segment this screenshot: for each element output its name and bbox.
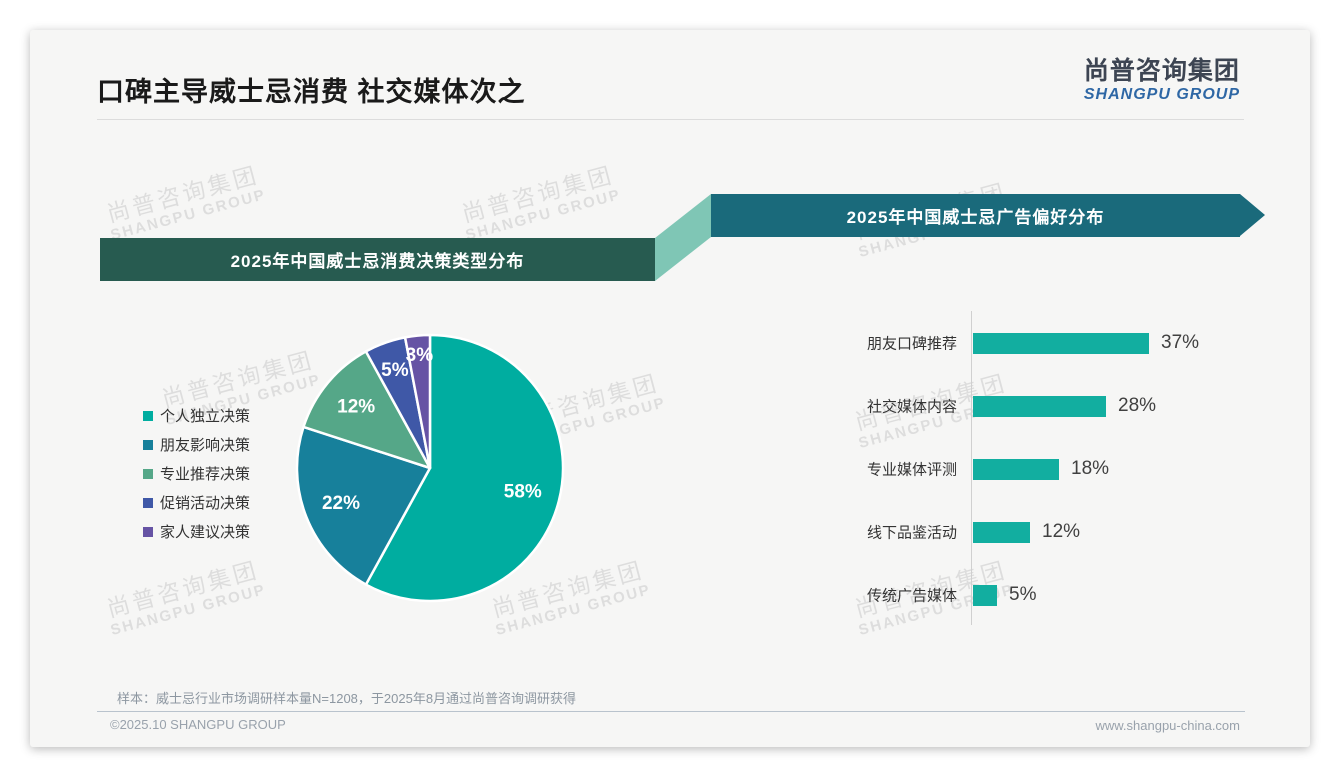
bar-category-label: 专业媒体评测 xyxy=(866,461,957,479)
legend-item: 朋友影响决策 xyxy=(143,430,250,459)
pie-data-label: 12% xyxy=(337,397,375,418)
bar-value-label: 5% xyxy=(1009,584,1037,605)
pie-data-label: 3% xyxy=(406,345,434,366)
legend-swatch xyxy=(143,526,153,537)
pie-chart: 58% 22% 12% 5%3% xyxy=(295,333,565,603)
pie-data-label: 5% xyxy=(381,360,409,381)
legend-label: 个人独立决策 xyxy=(160,408,251,425)
bar-value-label: 37% xyxy=(1161,332,1200,353)
footer-divider xyxy=(97,711,1245,712)
legend-label: 专业推荐决策 xyxy=(160,466,251,483)
legend-swatch xyxy=(143,468,153,479)
bar-rect xyxy=(973,584,997,606)
title-divider xyxy=(97,119,1244,120)
legend-label: 朋友影响决策 xyxy=(160,437,251,454)
legend-swatch xyxy=(143,410,153,421)
pie-slice-2 xyxy=(295,425,432,586)
bar-axis-line xyxy=(971,311,972,625)
legend-swatch xyxy=(143,497,153,508)
bar-value-label: 28% xyxy=(1118,395,1157,416)
bar-rect xyxy=(973,395,1106,417)
legend-label: 家人建议决策 xyxy=(160,524,251,541)
slide-card xyxy=(30,30,1310,747)
legend-item: 专业推荐决策 xyxy=(143,459,250,488)
banner-arrow-tip xyxy=(1240,194,1265,236)
bar-value-label: 18% xyxy=(1071,458,1110,479)
logo-chinese-text: 尚普咨询集团 xyxy=(1083,57,1240,85)
bar-value-label: 12% xyxy=(1042,521,1081,542)
bar-category-label: 社交媒体内容 xyxy=(866,398,957,416)
sample-note: 样本：威士忌行业市场调研样本量N=1208，于2025年8月通过尚普咨询调研获得 xyxy=(117,691,577,706)
bar-chart: 朋友口碑推荐 37% 社交媒体内容 28% 专业媒体评测 18% 线下品鉴活动 12% 传统广告… xyxy=(830,300,1290,635)
pie-data-label: 58% xyxy=(504,481,542,502)
bar-chart-title: 2025年中国威士忌广告偏好分布 xyxy=(846,208,1105,227)
pie-chart-title: 2025年中国威士忌消费决策类型分布 xyxy=(230,252,525,271)
copyright-text: ©2025.10 SHANGPU GROUP xyxy=(110,717,286,732)
legend-item: 个人独立决策 xyxy=(143,401,250,430)
pie-section-banner: 2025年中国威士忌消费决策类型分布 xyxy=(100,238,655,281)
pie-slice-5 xyxy=(403,333,432,470)
pie-slice-3 xyxy=(302,350,432,470)
bar-category-label: 传统广告媒体 xyxy=(866,587,957,605)
pie-data-label: 22% xyxy=(322,493,360,514)
pie-slice-1 xyxy=(364,333,565,603)
bar-section-banner: 2025年中国威士忌广告偏好分布 xyxy=(711,194,1265,237)
bar-rect xyxy=(973,332,1149,354)
logo-english-text: SHANGPU GROUP xyxy=(1083,86,1240,103)
legend-swatch xyxy=(143,439,153,450)
bar-rect xyxy=(973,458,1059,480)
legend-label: 促销活动决策 xyxy=(160,495,251,512)
page-title: 口碑主导威士忌消费 社交媒体次之 xyxy=(97,77,526,107)
bar-rect xyxy=(973,521,1030,543)
bar-category-label: 朋友口碑推荐 xyxy=(866,335,957,353)
website-url: www.shangpu-china.com xyxy=(1095,718,1240,733)
company-logo: 尚普咨询集团 SHANGPU GROUP xyxy=(1084,57,1240,104)
bar-category-label: 线下品鉴活动 xyxy=(866,524,957,542)
pie-legend: 个人独立决策 朋友影响决策 专业推荐决策 促销活动决策 家人建议决策 xyxy=(143,401,250,546)
legend-item: 促销活动决策 xyxy=(143,488,250,517)
legend-item: 家人建议决策 xyxy=(143,517,250,546)
